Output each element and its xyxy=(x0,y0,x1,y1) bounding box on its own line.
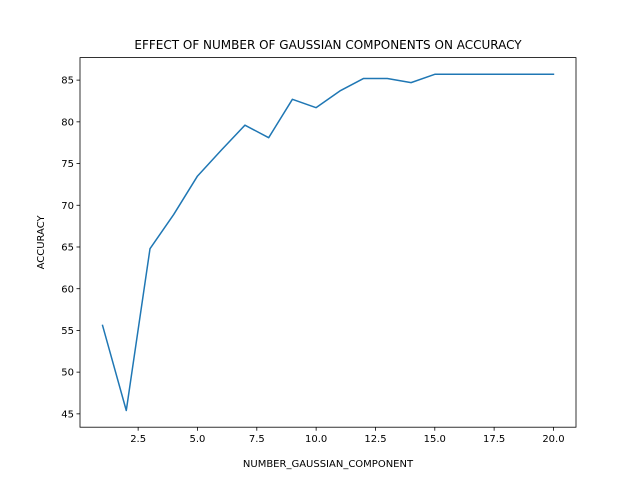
x-tick-label: 20.0 xyxy=(542,434,564,445)
y-tick-label: 80 xyxy=(61,117,74,128)
x-tick-label: 5.0 xyxy=(190,434,206,445)
y-tick-label: 75 xyxy=(61,159,74,170)
y-tick-label: 65 xyxy=(61,243,74,254)
y-tick-label: 85 xyxy=(61,76,74,87)
x-tick-label: 10.0 xyxy=(305,434,327,445)
x-tick-label: 7.5 xyxy=(249,434,265,445)
x-tick-label: 15.0 xyxy=(424,434,446,445)
x-axis-label: NUMBER_GAUSSIAN_COMPONENT xyxy=(243,459,414,470)
chart-title: EFFECT OF NUMBER OF GAUSSIAN COMPONENTS … xyxy=(134,38,522,52)
y-tick-label: 70 xyxy=(61,201,74,212)
x-tick-label: 17.5 xyxy=(483,434,505,445)
x-tick-label: 12.5 xyxy=(364,434,386,445)
y-tick-label: 55 xyxy=(61,326,74,337)
y-axis-label: ACCURACY xyxy=(36,214,47,269)
y-tick-label: 45 xyxy=(61,409,74,420)
x-tick-label: 2.5 xyxy=(130,434,146,445)
y-tick-label: 50 xyxy=(61,368,74,379)
y-tick-label: 60 xyxy=(61,284,74,295)
